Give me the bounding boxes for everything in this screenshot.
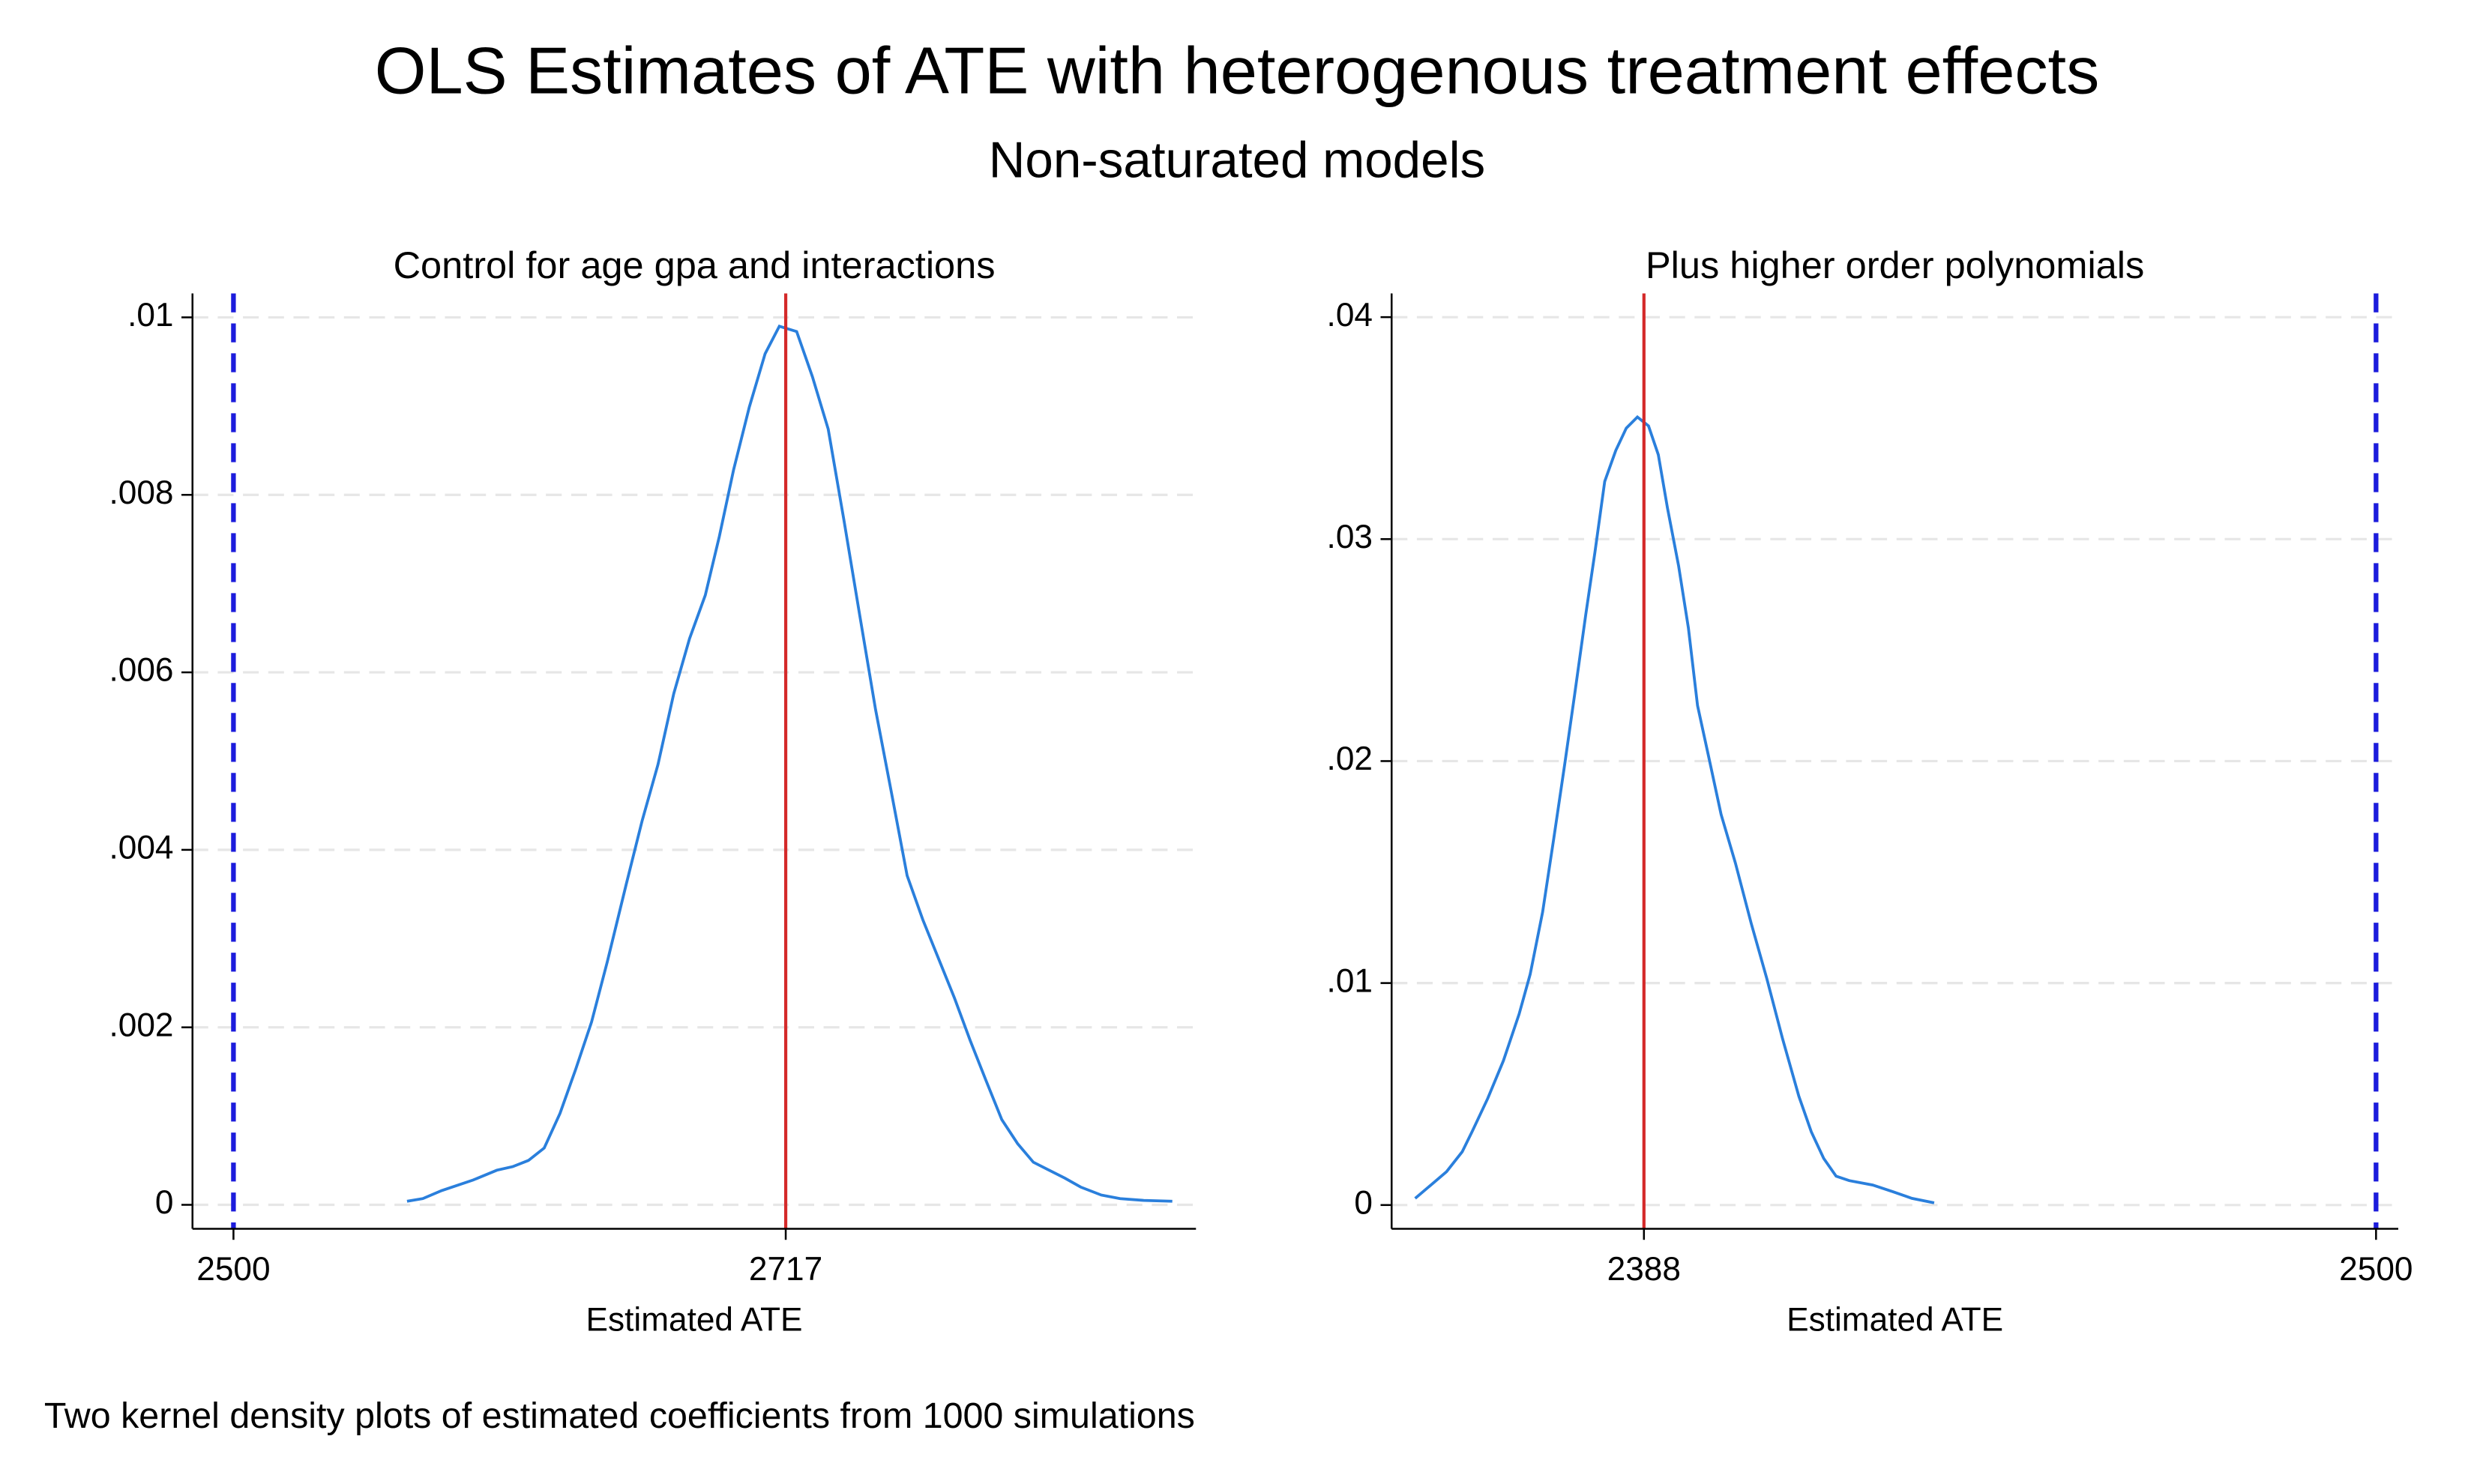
x-tick-label: 2717 (749, 1251, 822, 1288)
y-tick-label: .01 (127, 297, 173, 334)
y-tick-label: .03 (1327, 519, 1373, 555)
x-tick-label: 2388 (1607, 1251, 1681, 1288)
chart-title: OLS Estimates of ATE with heterogenous t… (375, 33, 2100, 107)
y-tick-label: 0 (155, 1184, 174, 1221)
y-tick-label: .008 (109, 474, 173, 511)
density-line (406, 324, 1173, 1203)
x-tick-label: 2500 (2339, 1251, 2413, 1288)
chart-note: Two kernel density plots of estimated co… (44, 1396, 1195, 1436)
y-tick-label: .01 (1327, 962, 1373, 999)
density-line (1414, 414, 1935, 1204)
panel-title: Plus higher order polynomials (1646, 244, 2144, 286)
chart-subtitle: Non-saturated models (989, 133, 1485, 189)
y-tick-label: .002 (109, 1007, 173, 1043)
y-tick-label: 0 (1354, 1184, 1373, 1221)
x-tick-label: 2500 (196, 1251, 270, 1288)
y-tick-label: .004 (109, 830, 173, 866)
y-tick-label: .04 (1327, 297, 1373, 334)
y-tick-label: .02 (1327, 741, 1373, 777)
x-axis-label: Estimated ATE (1787, 1301, 2003, 1338)
x-axis-label: Estimated ATE (586, 1301, 803, 1338)
panel-title: Control for age gpa and interactions (394, 244, 996, 286)
y-tick-label: .006 (109, 652, 173, 689)
